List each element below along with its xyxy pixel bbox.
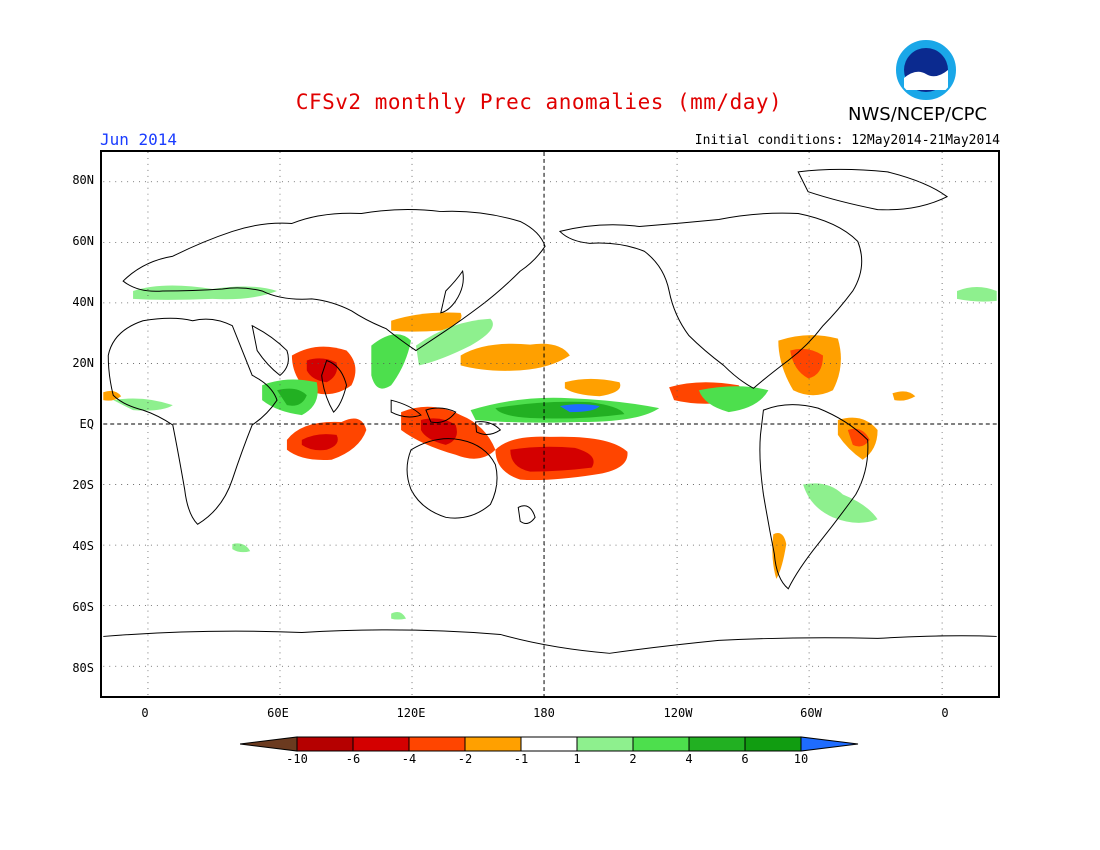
colorbar-swatch [576,736,634,752]
colorbar-swatch [744,736,802,752]
coastline-australia [406,438,498,519]
anomaly-area-wet [277,388,307,406]
anomaly-area-dry [510,446,594,472]
lat-label: 80N [72,173,94,187]
map-svg [103,152,997,696]
lat-label: 80S [72,661,94,675]
lon-label: 0 [141,706,149,720]
lat-label: 20N [72,356,94,370]
lon-label: 60W [800,706,822,720]
colorbar-swatch [408,736,466,752]
anomaly-area-wet [698,386,769,413]
lon-label: 0 [941,706,949,720]
lat-label: 60S [72,600,94,614]
colorbar-swatch [688,736,746,752]
colorbar-swatch [296,736,354,752]
month-label: Jun 2014 [100,130,178,149]
map-panel [100,150,1000,698]
anomaly-area-wet [232,543,251,553]
lat-label: EQ [79,417,94,431]
anomaly-area-dry [772,532,787,579]
anomaly-area-dry [460,343,570,371]
anomaly-area-wet [133,285,278,300]
colorbar-label: -2 [457,752,473,766]
lon-label: 180 [533,706,555,720]
anomaly-area-wet [371,334,412,389]
coastline-eurasia [122,209,546,352]
colorbar-label: 10 [793,752,809,766]
lat-label: 40N [72,295,94,309]
coastline-india [321,359,348,413]
gridlines [103,152,997,696]
coastline-antarctica [103,629,997,654]
colorbar-svg [239,736,859,752]
coastline-south-america [759,404,869,590]
anomaly-area-wet [559,404,600,413]
lon-label: 120W [663,706,693,720]
colorbar-swatch [464,736,522,752]
colorbar [239,734,860,758]
colorbar-arrow-left [239,736,298,752]
anomaly-area-wet [803,483,878,523]
anomaly-area-wet [113,398,173,411]
colorbar-label: -6 [345,752,361,766]
anomaly-area-wet [415,318,493,366]
lat-label: 60N [72,234,94,248]
lat-label: 20S [72,478,94,492]
colorbar-label: 6 [741,752,749,766]
map-title-text: CFSv2 monthly Prec anomalies (mm/day) [295,90,783,114]
initial-conditions-label: Initial conditions: 12May2014-21May2014 [694,133,1000,148]
lat-label: 40S [72,539,94,553]
colorbar-arrow-right [800,736,859,752]
coastline-borneo [425,407,457,424]
colorbar-swatch [352,736,410,752]
anomaly-area-dry [301,434,338,451]
coastline-greenland [797,168,949,211]
coastline-north-america [558,212,863,389]
colorbar-swatch [520,736,578,752]
map-title: CFSv2 monthly Prec anomalies (mm/day) [0,90,1100,114]
anomaly-area-wet [957,287,997,302]
coastline-newguinea [475,421,502,435]
anomaly-shading-wet [113,285,997,620]
colorbar-label: 1 [573,752,581,766]
colorbar-label: -1 [513,752,529,766]
agency-label: NWS/NCEP/CPC [848,104,988,125]
coastlines [103,168,997,654]
anomaly-area-dry [847,428,870,447]
lon-label: 60E [267,706,289,720]
colorbar-label: -4 [401,752,417,766]
coastline-sumatra [390,399,422,418]
anomaly-area-dry [564,378,621,397]
anomaly-area-dry [306,358,338,383]
anomaly-area-wet [391,611,407,620]
coastline-arabia [251,324,289,376]
anomaly-area-dry [391,312,462,332]
coastline-japan [440,269,464,314]
colorbar-label: -10 [286,752,308,766]
noaa-logo [896,40,956,100]
coastline-africa [107,317,278,525]
anomaly-shading [103,312,916,579]
colorbar-swatch [632,736,690,752]
anomaly-area-dry [892,391,916,401]
lon-label: 120E [396,706,426,720]
colorbar-label: 4 [685,752,693,766]
coastline-newzealand [517,505,536,525]
colorbar-label: 2 [629,752,637,766]
